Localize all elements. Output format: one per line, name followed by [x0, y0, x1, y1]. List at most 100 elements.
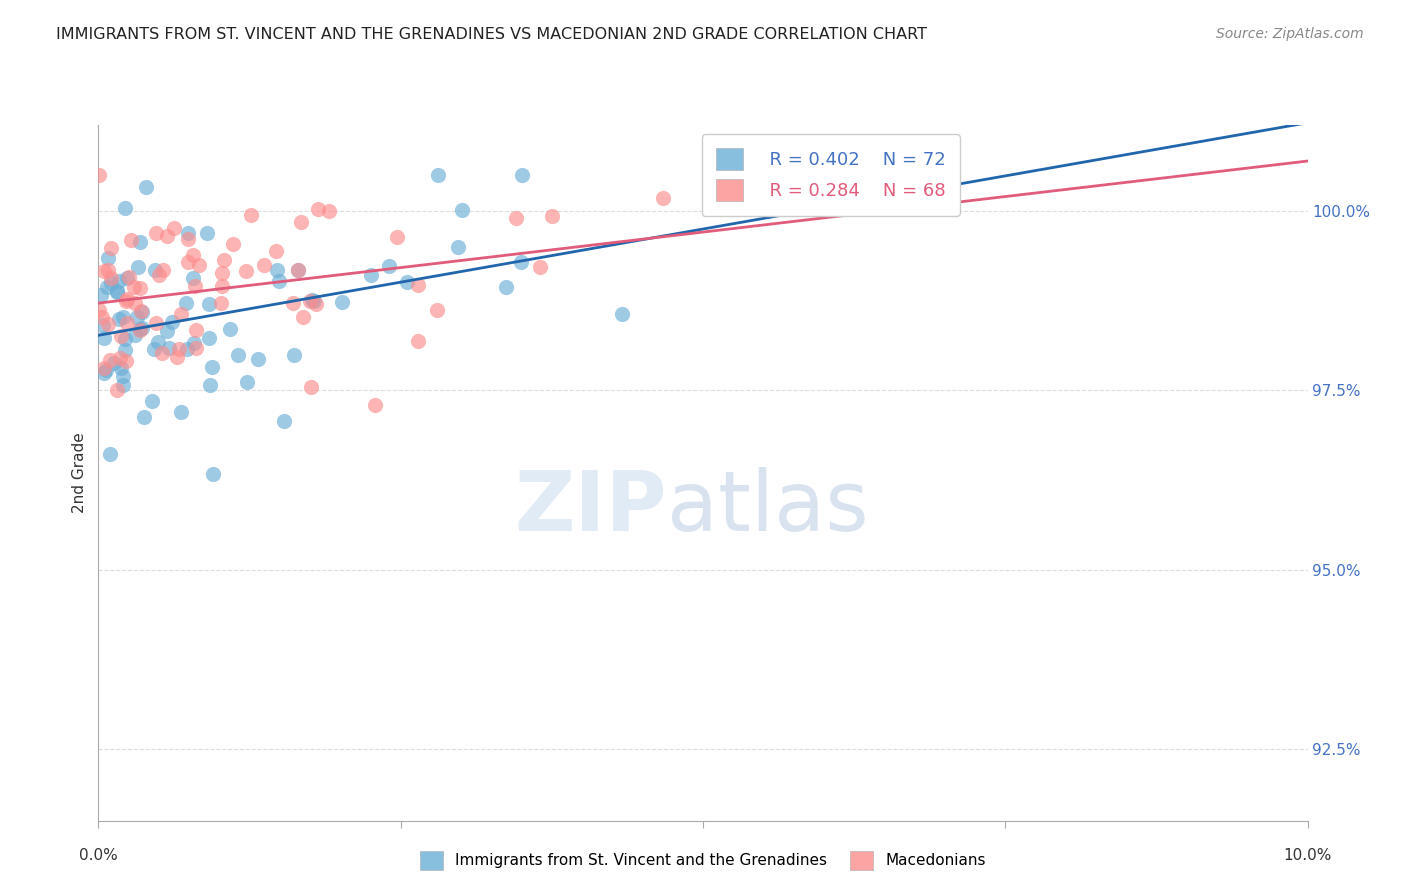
Point: [96, 280, 118, 294]
Point: [283, 348, 305, 362]
Point: [157, 341, 180, 355]
Point: [447, 240, 470, 254]
Point: [330, 295, 353, 310]
Point: [143, 263, 166, 277]
Point: [150, 346, 173, 360]
Point: [142, 342, 165, 356]
Point: [364, 398, 387, 412]
Point: [152, 263, 174, 277]
Point: [131, 321, 153, 335]
Point: [266, 263, 288, 277]
Point: [264, 244, 287, 259]
Point: [218, 322, 240, 336]
Point: [169, 342, 191, 356]
Text: IMMIGRANTS FROM ST. VINCENT AND THE GRENADINES VS MACEDONIAN 2ND GRADE CORRELATI: IMMIGRANTS FROM ST. VINCENT AND THE GREN…: [56, 27, 927, 42]
Point: [292, 310, 315, 324]
Point: [226, 348, 249, 362]
Text: atlas: atlas: [666, 467, 869, 548]
Point: [108, 351, 131, 366]
Point: [211, 266, 233, 280]
Point: [90, 287, 112, 301]
Point: [406, 334, 429, 349]
Point: [246, 351, 269, 366]
Point: [100, 271, 122, 285]
Text: 0.0%: 0.0%: [79, 848, 118, 863]
Point: [114, 201, 136, 215]
Point: [495, 280, 517, 294]
Point: [110, 361, 132, 376]
Point: [177, 255, 200, 269]
Point: [283, 296, 305, 310]
Point: [93, 263, 115, 277]
Point: [93, 331, 115, 345]
Point: [509, 255, 531, 269]
Point: [89, 168, 111, 182]
Point: [290, 215, 312, 229]
Point: [287, 263, 309, 277]
Point: [110, 329, 132, 343]
Legend: Immigrants from St. Vincent and the Grenadines, Macedonians: Immigrants from St. Vincent and the Gren…: [413, 845, 993, 876]
Point: [100, 277, 122, 291]
Point: [156, 228, 179, 243]
Point: [176, 342, 198, 356]
Point: [105, 285, 128, 300]
Point: [127, 260, 149, 274]
Point: [91, 310, 114, 324]
Point: [307, 202, 329, 217]
Point: [124, 328, 146, 343]
Point: [98, 353, 121, 368]
Point: [111, 369, 134, 384]
Point: [91, 318, 114, 332]
Point: [120, 234, 142, 248]
Point: [145, 227, 167, 241]
Point: [211, 279, 233, 293]
Text: ZIP: ZIP: [515, 467, 666, 548]
Point: [304, 294, 326, 309]
Point: [146, 334, 169, 349]
Point: [112, 378, 135, 392]
Point: [97, 252, 120, 266]
Point: [188, 258, 211, 272]
Point: [108, 312, 131, 326]
Point: [385, 230, 408, 244]
Point: [212, 252, 235, 267]
Point: [287, 263, 309, 277]
Point: [183, 335, 205, 350]
Point: [299, 380, 322, 394]
Point: [114, 343, 136, 358]
Point: [111, 310, 134, 324]
Text: 10.0%: 10.0%: [1284, 848, 1331, 863]
Point: [174, 296, 197, 310]
Point: [89, 302, 111, 317]
Point: [93, 361, 115, 376]
Point: [115, 293, 138, 308]
Point: [298, 293, 321, 308]
Point: [145, 316, 167, 330]
Point: [129, 304, 152, 318]
Point: [148, 268, 170, 282]
Point: [124, 295, 146, 310]
Point: [117, 292, 139, 306]
Point: [170, 307, 193, 321]
Point: [195, 226, 218, 240]
Point: [125, 310, 148, 325]
Point: [177, 226, 200, 240]
Point: [426, 168, 449, 182]
Point: [505, 211, 527, 226]
Point: [426, 303, 449, 318]
Point: [177, 232, 200, 246]
Point: [198, 377, 221, 392]
Point: [236, 375, 259, 389]
Point: [377, 259, 399, 273]
Y-axis label: 2nd Grade: 2nd Grade: [72, 433, 87, 513]
Point: [529, 260, 551, 274]
Point: [97, 262, 120, 277]
Point: [115, 353, 138, 368]
Point: [156, 324, 179, 338]
Point: [612, 307, 634, 321]
Point: [129, 235, 152, 249]
Point: [160, 315, 183, 329]
Point: [129, 323, 152, 337]
Point: [141, 393, 163, 408]
Point: [166, 350, 188, 364]
